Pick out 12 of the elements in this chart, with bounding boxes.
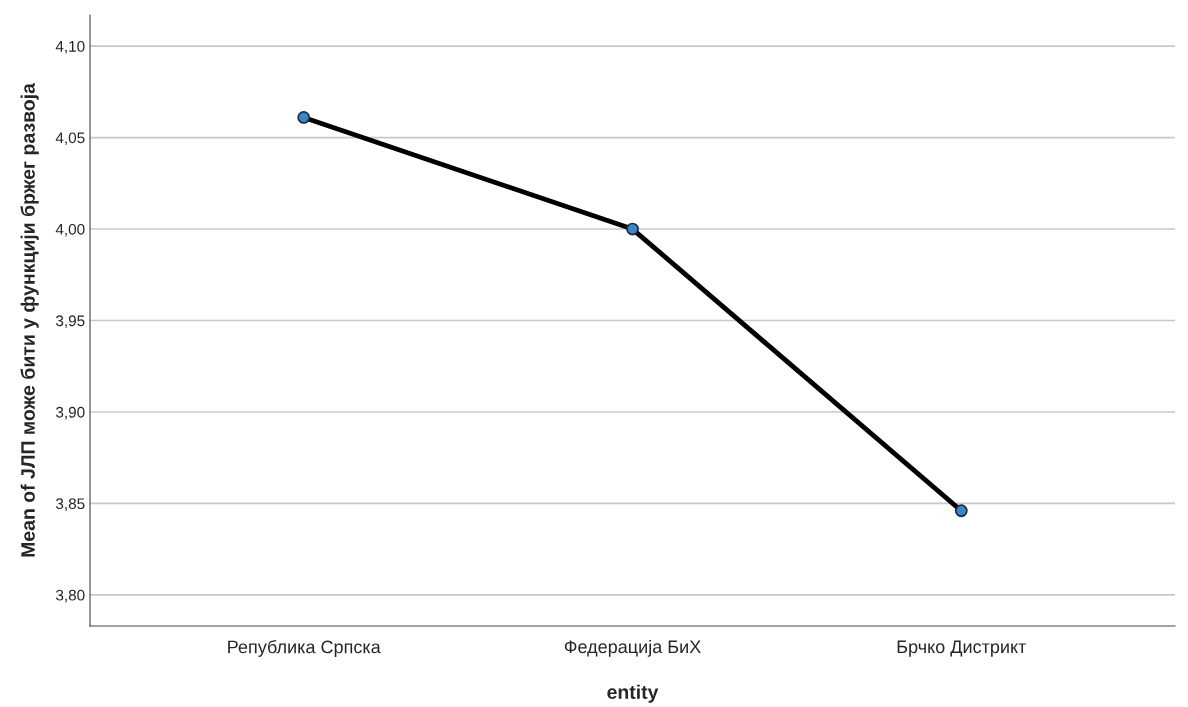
x-axis-title: entity: [607, 684, 659, 703]
y-tick-label: 4,00: [55, 223, 85, 237]
x-tick-label: Федерација БиХ: [564, 639, 701, 657]
y-tick-label: 4,10: [55, 40, 85, 54]
x-tick-label: Република Српска: [228, 639, 381, 657]
y-tick-label: 3,80: [55, 589, 85, 603]
y-tick-label: 3,95: [55, 315, 85, 328]
x-tick-label: Брчко Дистрикт: [897, 640, 1027, 657]
y-axis-title: Mean of ЈЛП може бити у функцији бржег развоја: [20, 82, 39, 557]
y-tick-label: 3,85: [55, 498, 85, 511]
y-tick-label: 4,05: [55, 132, 85, 146]
y-tick-label: 3,90: [55, 406, 85, 420]
